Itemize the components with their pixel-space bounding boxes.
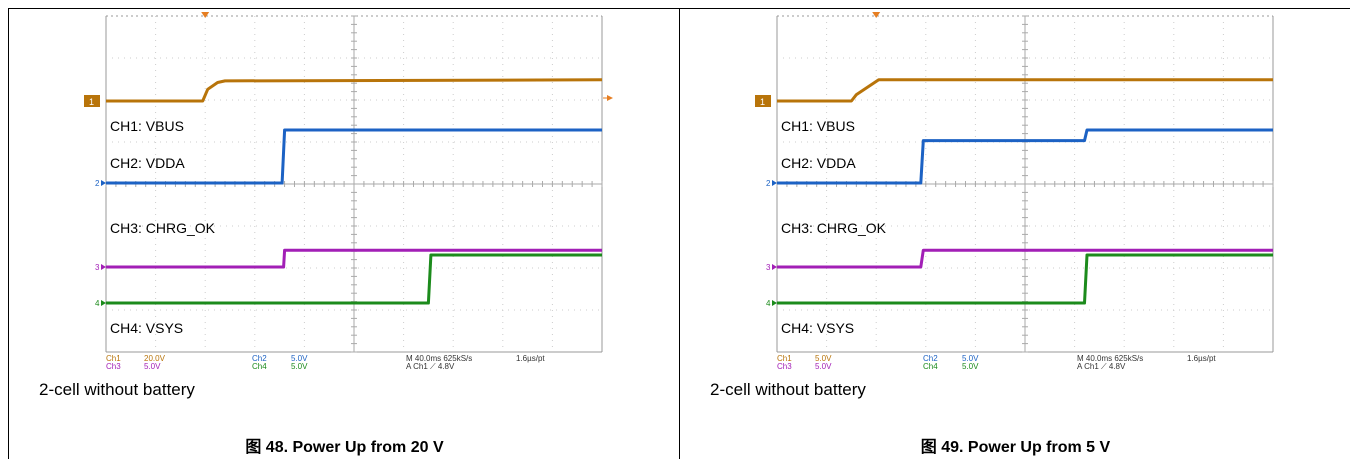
readout-ch2: Ch2	[252, 354, 267, 363]
readout-ch3: Ch3	[777, 362, 792, 371]
figure-48-cell: 1 2 3 4 CH1: VBUS CH2: VDDA CH3: CHRG_OK CH4: V…	[8, 8, 680, 459]
channel-label: CH3: CHRG_OK	[110, 220, 216, 236]
channel-3-arrow	[101, 264, 106, 270]
trigger-position-marker	[201, 12, 210, 18]
figure-title: 图 49. Power Up from 5 V	[920, 439, 1111, 456]
channel-label: CH1: VBUS	[110, 118, 184, 134]
channel-2-arrow	[772, 180, 777, 186]
trigger-level-marker	[607, 95, 613, 101]
channel-4-marker: 4	[95, 299, 100, 308]
channel-2-marker: 2	[95, 179, 100, 188]
channel-label: CH3: CHRG_OK	[781, 220, 887, 236]
channel-3-marker: 3	[95, 263, 100, 272]
readout-trigger: A Ch1 ⟋ 4.8V	[1077, 362, 1126, 371]
figure-title: 图 48. Power Up from 20 V	[245, 439, 444, 456]
readout-ch1-scale: 20.0V	[144, 354, 166, 363]
readout-ch4-scale: 5.0V	[962, 362, 979, 371]
readout-ch2: Ch2	[923, 354, 938, 363]
readout-ch4: Ch4	[252, 362, 267, 371]
scope-screen-49: 1 2 3 4 CH1: VBUS CH2: VDDA CH3: CHRG_OK CH4: V…	[755, 12, 1274, 371]
readout-ch3-scale: 5.0V	[815, 362, 832, 371]
channel-1-marker: 1	[760, 97, 765, 107]
readout-trigger: A Ch1 ⟋ 4.8V	[406, 362, 455, 371]
readout-ch4-scale: 5.0V	[291, 362, 308, 371]
trace-3	[106, 248, 602, 269]
readout-ch1: Ch1	[777, 354, 792, 363]
trace-1	[777, 78, 1273, 103]
figure-note: 2-cell without battery	[710, 380, 866, 399]
channel-3-arrow	[772, 264, 777, 270]
channel-1-marker-box	[755, 95, 771, 107]
trace-2	[777, 128, 1273, 185]
readout-ch1-scale: 5.0V	[815, 354, 832, 363]
channel-label: CH2: VDDA	[781, 155, 856, 171]
trace-4	[777, 253, 1273, 305]
readout-timebase: M 40.0ms 625kS/s	[406, 354, 472, 363]
trace-4	[106, 253, 602, 305]
readout-resolution: 1.6µs/pt	[516, 354, 545, 363]
channel-label: CH2: VDDA	[110, 155, 185, 171]
readout-ch4: Ch4	[923, 362, 938, 371]
figure-note: 2-cell without battery	[39, 380, 195, 399]
channel-4-marker: 4	[766, 299, 771, 308]
readout-ch1: Ch1	[106, 354, 121, 363]
trace-2	[106, 128, 602, 185]
channel-label: CH4: VSYS	[781, 320, 854, 336]
channel-3-marker: 3	[766, 263, 771, 272]
readout-resolution: 1.6µs/pt	[1187, 354, 1216, 363]
trace-3	[777, 248, 1273, 269]
trigger-position-marker	[872, 12, 881, 18]
readout-ch3-scale: 5.0V	[144, 362, 161, 371]
channel-1-marker: 1	[89, 97, 94, 107]
channel-4-arrow	[772, 300, 777, 306]
channel-2-arrow	[101, 180, 106, 186]
readout-ch2-scale: 5.0V	[291, 354, 308, 363]
channel-1-marker-box	[84, 95, 100, 107]
channel-label: CH4: VSYS	[110, 320, 183, 336]
readout-ch3: Ch3	[106, 362, 121, 371]
scope-screen-48: 1 2 3 4 CH1: VBUS CH2: VDDA CH3: CHRG_OK CH4: V…	[84, 12, 613, 371]
readout-timebase: M 40.0ms 625kS/s	[1077, 354, 1143, 363]
figure-49-cell: 1 2 3 4 CH1: VBUS CH2: VDDA CH3: CHRG_OK CH4: V…	[679, 8, 1351, 459]
channel-label: CH1: VBUS	[781, 118, 855, 134]
channel-2-marker: 2	[766, 179, 771, 188]
trace-1	[106, 78, 603, 103]
channel-4-arrow	[101, 300, 106, 306]
readout-ch2-scale: 5.0V	[962, 354, 979, 363]
